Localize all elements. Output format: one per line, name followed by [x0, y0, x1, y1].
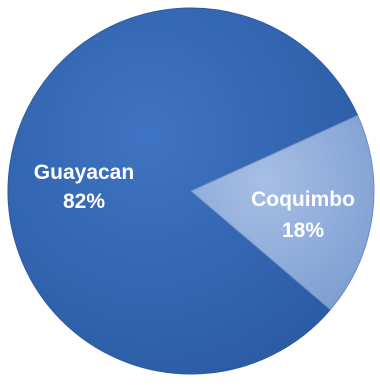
pie-slice-guayacan	[7, 7, 359, 375]
slice-label-coquimbo-percent: 18%	[282, 219, 324, 242]
slice-label-guayacan-name: Guayacan	[34, 161, 134, 184]
slice-label-guayacan-percent: 82%	[63, 190, 105, 213]
slice-label-coquimbo-name: Coquimbo	[251, 188, 355, 211]
slices-layer	[7, 7, 375, 375]
pie-slice-coquimbo	[190, 114, 375, 311]
labels-layer: Guayacan 82% Coquimbo 18%	[34, 161, 355, 242]
